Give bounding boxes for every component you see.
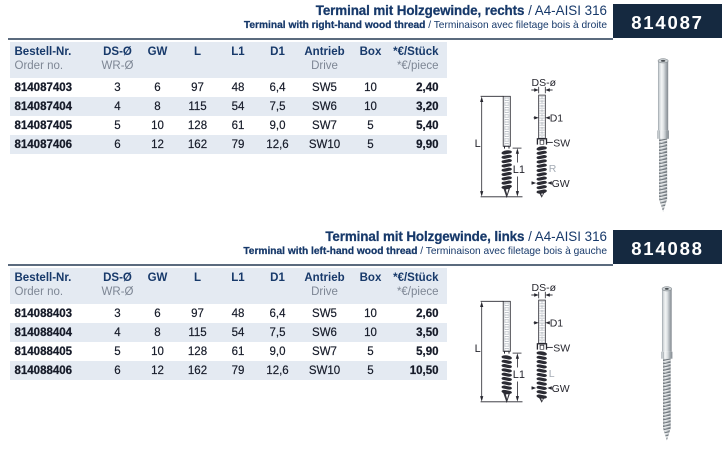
svg-text:L1: L1: [513, 164, 525, 176]
svg-text:R: R: [549, 163, 557, 175]
svg-text:DS-ø: DS-ø: [532, 282, 557, 294]
svg-text:SW: SW: [553, 137, 570, 149]
svg-text:L1: L1: [513, 369, 525, 381]
svg-text:L: L: [475, 342, 481, 354]
svg-text:L: L: [475, 138, 481, 150]
svg-text:L: L: [549, 367, 555, 379]
svg-text:D1: D1: [550, 113, 564, 125]
svg-text:SW: SW: [553, 342, 570, 354]
svg-text:DS-ø: DS-ø: [532, 77, 557, 89]
svg-text:D1: D1: [550, 317, 564, 329]
svg-text:GW: GW: [552, 178, 570, 190]
svg-text:GW: GW: [552, 382, 570, 394]
